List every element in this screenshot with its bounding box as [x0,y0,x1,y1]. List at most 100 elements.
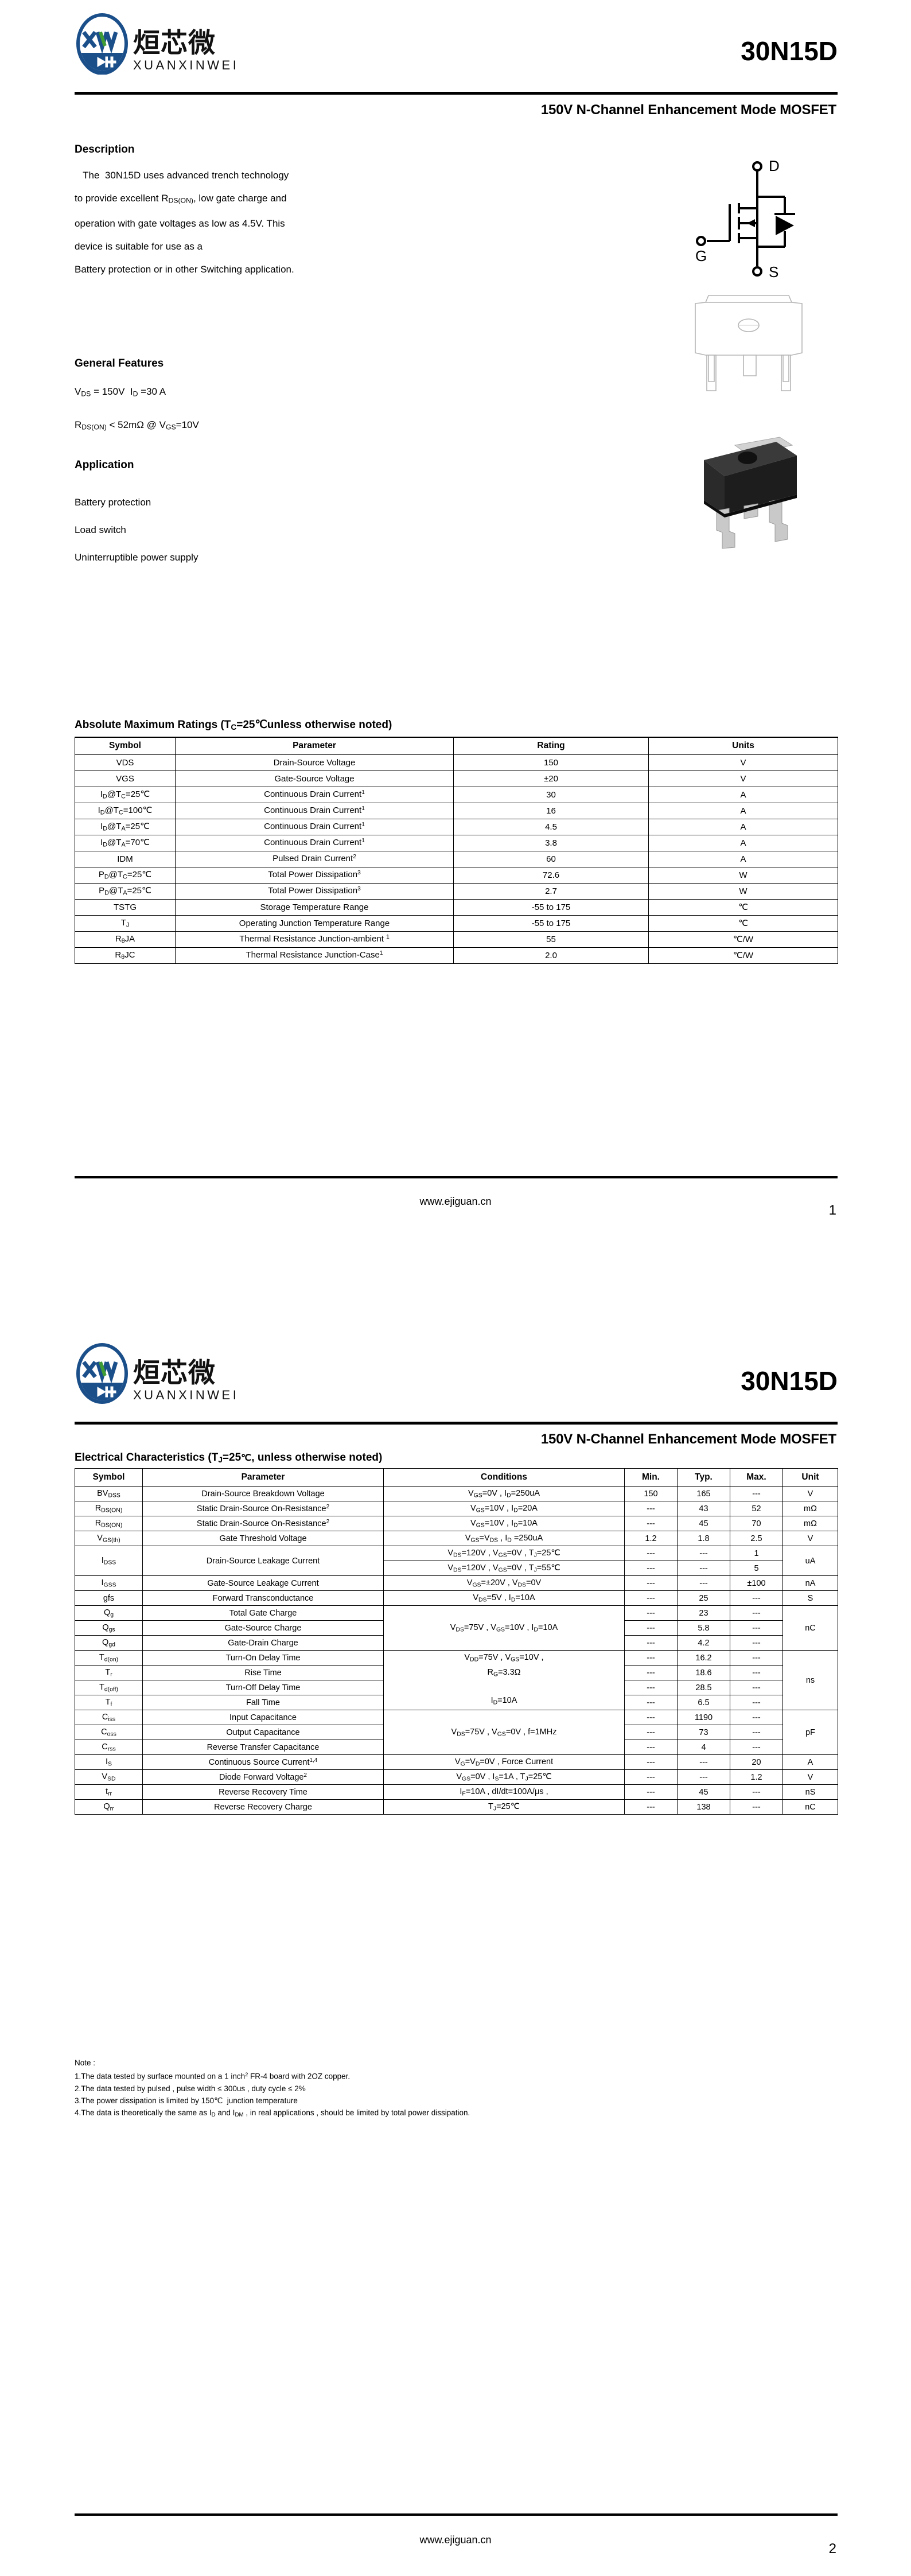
ec-header-max: Max. [730,1468,783,1487]
note-item-3: 3.The power dissipation is limited by 15… [75,2096,298,2105]
part-number: 30N15D [741,36,838,66]
ec-header-parameter: Parameter [142,1468,384,1487]
table-row: gfs Forward Transconductance VDS=5V , ID… [75,1590,838,1606]
application-item-2: Uninterruptible power supply [75,552,198,563]
note-item-4: 4.The data is theoretically the same as … [75,2108,470,2118]
application-block: Application Battery protection Load swit… [75,459,430,571]
table-row: RθJA Thermal Resistance Junction-ambient … [75,931,838,948]
application-item-0: Battery protection [75,497,151,508]
amr-header-rating: Rating [453,737,649,755]
ec-table-body: BVDSS Drain-Source Breakdown Voltage VGS… [75,1486,838,1815]
amr-header-parameter: Parameter [175,737,454,755]
ec-header-typ: Typ. [677,1468,730,1487]
electrical-characteristics-table: Symbol Parameter Conditions Min. Typ. Ma… [75,1468,838,1815]
table-row: BVDSS Drain-Source Breakdown Voltage VGS… [75,1486,838,1501]
page2-header: 烜芯微 XUANXINWEI 30N15D [75,1343,838,1423]
description-line-4: device is suitable for use as a [75,240,203,252]
header-divider [75,92,838,95]
table-header-row: Symbol Parameter Conditions Min. Typ. Ma… [75,1468,838,1487]
package-outline-drawing [683,290,815,459]
table-row: Crss Reverse Transfer Capacitance --- 4 --… [75,1740,838,1755]
table-row: TSTG Storage Temperature Range -55 to 175 ℃ [75,898,838,916]
table-row: PD@TC=25℃ Total Power Dissipation3 72.6 W [75,866,838,884]
company-logo: 烜芯微 XUANXINWEI [75,1343,239,1404]
table-row: RDS(ON) Static Drain-Source On-Resistanc… [75,1501,838,1516]
xuanxinwei-logo-icon [75,1343,130,1404]
amr-header-units: Units [648,737,838,755]
footer-divider [75,1176,838,1178]
table-row: IS Continuous Source Current1,4 VG=VD=0V… [75,1754,838,1770]
table-row: PD@TA=25℃ Total Power Dissipation3 2.7 W [75,882,838,900]
table-row: RDS(ON) Static Drain-Source On-Resistanc… [75,1516,838,1531]
absolute-maximum-ratings-table: Symbol Parameter Rating Units VDS Drain-S… [75,737,838,964]
application-heading: Application [75,459,134,471]
notes-heading: Note : [75,2059,96,2067]
notes-block: Note : 1.The data tested by surface moun… [75,2057,838,2121]
ec-header-unit: Unit [782,1468,838,1487]
table-row: IDM Pulsed Drain Current2 60 A [75,850,838,867]
table-row: Ciss Input Capacitance VDS=75V , VGS=0V … [75,1710,838,1755]
general-features-heading: General Features [75,357,164,369]
part-number: 30N15D [741,1366,838,1396]
note-item-2: 2.The data tested by pulsed , pulse widt… [75,2084,306,2093]
ec-title: Electrical Characteristics (TJ=25℃, unle… [75,1452,383,1464]
table-row: Tr Rise Time --- 18.6 --- [75,1665,838,1680]
page-subtitle: 150V N-Channel Enhancement Mode MOSFET [540,102,836,118]
page-subtitle: 150V N-Channel Enhancement Mode MOSFET [540,1431,836,1447]
datasheet-page-1: 烜芯微 XUANXINWEI 30N15D 150V N-Channel Enh… [75,13,838,1218]
company-name-cn: 烜芯微 [133,28,216,59]
ec-header-conditions: Conditions [383,1468,625,1487]
table-row: Tf Fall Time --- 6.5 --- [75,1695,838,1710]
company-name-cn: 烜芯微 [133,1357,216,1389]
feature-rdson: RDS(ON) < 52mΩ @ VGS=10V [75,419,199,431]
description-line-2: to provide excellent RDS(ON), low gate c… [75,193,287,205]
xuanxinwei-logo-icon [75,13,130,75]
description-block: Description The 30N15D uses advanced tre… [75,143,430,281]
description-line-1: The 30N15D uses advanced trench technolo… [75,170,289,181]
company-name-en: XUANXINWEI [133,58,239,72]
amr-header-symbol: Symbol [75,737,176,755]
table-row: Td(on) Turn-On Delay Time VDD=75V , VGS=… [75,1650,838,1710]
general-features-block: General Features VDS = 150V ID =30 A RDS… [75,357,430,438]
table-row: RθJC Thermal Resistance Junction-Case1 2.0… [75,947,838,964]
page-header: 烜芯微 XUANXINWEI 30N15D [75,13,838,93]
footer-url[interactable]: www.ejiguan.cn [419,1196,492,1207]
table-header-row: Symbol Parameter Rating Units [75,737,838,755]
table-row: VDS=120V , VGS=0V , TJ=55℃ --- --- 5 [75,1561,838,1576]
company-logo: 烜芯微 XUANXINWEI [75,13,239,75]
table-row: Qg Total Gate Charge VDS=75V , VGS=10V ,… [75,1605,838,1651]
package-photo [680,425,817,559]
footer-url[interactable]: www.ejiguan.cn [419,2534,492,2546]
table-row: VSD Diode Forward Voltage2 VGS=0V , IS=1… [75,1769,838,1785]
symbol-label-gate: G [695,247,707,264]
table-row: trr Reverse Recovery Time IF=10A , dI/dt… [75,1784,838,1800]
ec-header-symbol: Symbol [75,1468,143,1487]
feature-vds-id: VDS = 150V ID =30 A [75,386,166,398]
absolute-maximum-ratings-section: Absolute Maximum Ratings (TC=25℃unless o… [75,718,838,964]
table-row: Qgs Gate-Source Charge --- 5.8 --- [75,1620,838,1636]
table-row: IGSS Gate-Source Leakage Current VGS=±20… [75,1575,838,1591]
table-row: Qrr Reverse Recovery Charge TJ=25℃ --- 13… [75,1799,838,1815]
table-row: VGS Gate-Source Voltage ±20 V [75,770,838,787]
table-row: ID@TA=70℃ Continuous Drain Current1 3.8 A [75,834,838,851]
symbol-label-source: S [769,263,778,281]
note-item-1: 1.The data tested by surface mounted on … [75,2072,351,2081]
footer-divider [75,2513,838,2516]
page-number: 2 [828,2541,836,2556]
amr-title: Absolute Maximum Ratings (TC=25℃unless o… [75,719,392,731]
mosfet-symbol-diagram: D G S [665,154,838,286]
amr-table-body: VDS Drain-Source Voltage 150 V VGS Gate-Sour… [75,754,838,964]
application-item-1: Load switch [75,524,126,535]
header-divider [75,1422,838,1425]
table-row: ID@TC=100℃ Continuous Drain Current1 16 A [75,802,838,819]
company-name: 烜芯微 XUANXINWEI [133,29,239,72]
description-line-3: operation with gate voltages as low as 4… [75,217,285,229]
company-name: 烜芯微 XUANXINWEI [133,1359,239,1402]
datasheet-page-2: 烜芯微 XUANXINWEI 30N15D 150V N-Channel Enh… [0,1288,911,2576]
company-name-en: XUANXINWEI [133,1388,239,1402]
table-row: VGS(th) Gate Threshold Voltage VGS=VDS ,… [75,1531,838,1546]
table-row: ID@TA=25℃ Continuous Drain Current1 4.5 A [75,818,838,835]
table-row: ID@TC=25℃ Continuous Drain Current1 30 A [75,786,838,803]
description-line-5: Battery protection or in other Switching… [75,263,294,275]
table-row: IDSS Drain-Source Leakage Current VDS=12… [75,1546,838,1576]
